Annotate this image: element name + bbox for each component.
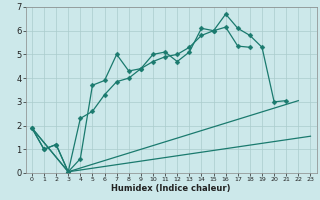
X-axis label: Humidex (Indice chaleur): Humidex (Indice chaleur) bbox=[111, 184, 231, 193]
